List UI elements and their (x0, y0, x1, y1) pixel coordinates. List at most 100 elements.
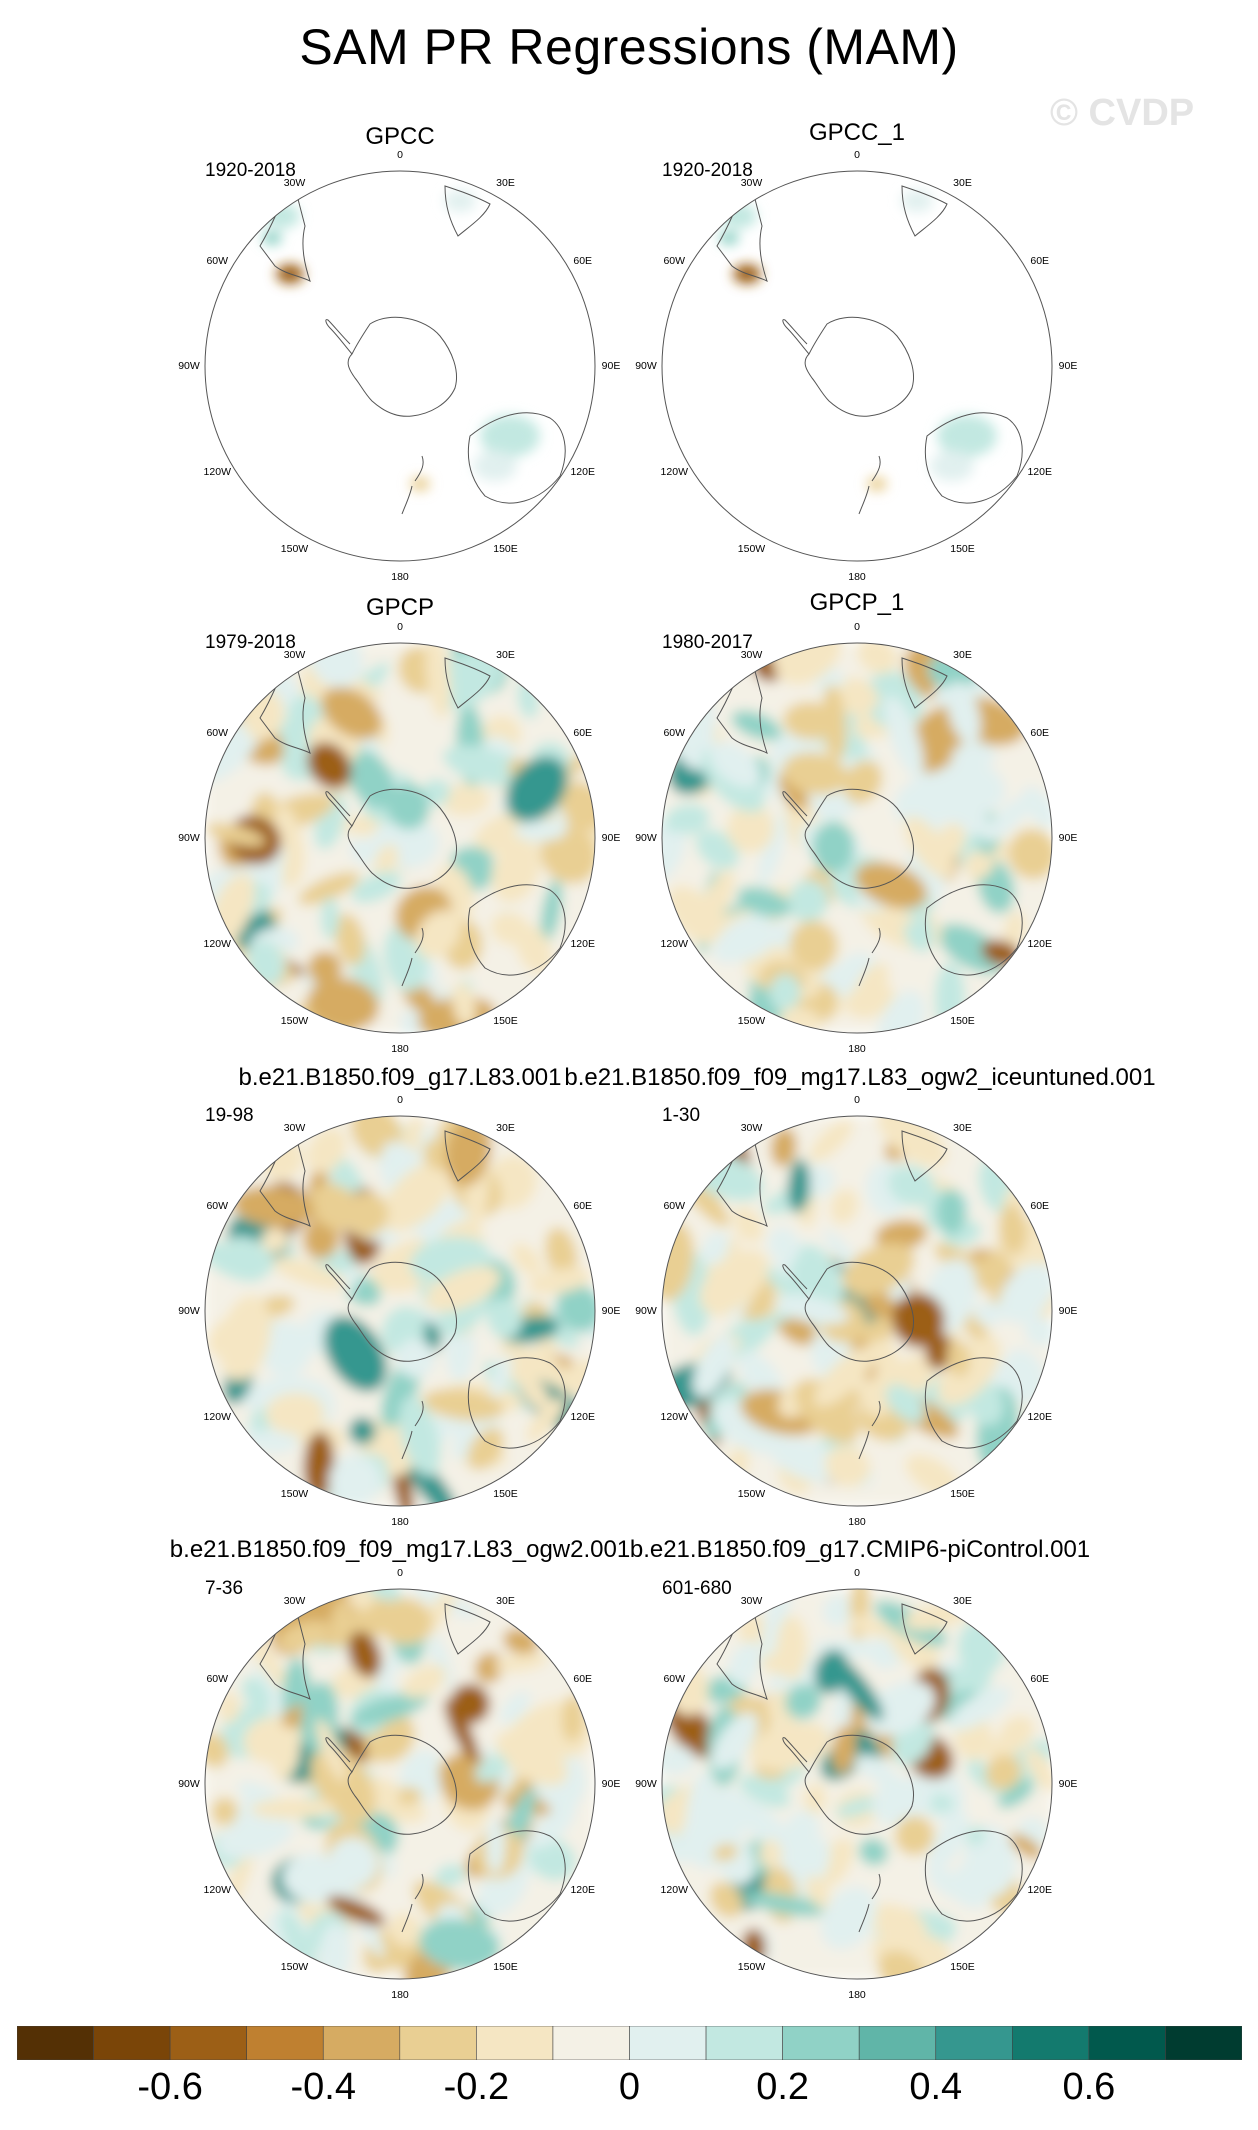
longitude-label: 90W (178, 1305, 200, 1317)
longitude-label: 90E (601, 1305, 621, 1317)
longitude-label: 150E (493, 1014, 518, 1027)
longitude-label: 30W (283, 1595, 306, 1608)
figure-title: SAM PR Regressions (MAM) (299, 19, 959, 75)
longitude-label: 90W (178, 832, 200, 844)
precip-field (662, 1589, 1052, 1979)
longitude-label: 60E (573, 254, 593, 267)
longitude-label: 90W (635, 832, 657, 844)
colorbar-swatch (169, 2025, 247, 2061)
longitude-label: 150E (493, 542, 518, 555)
panel-title: GPCC (365, 123, 435, 150)
longitude-label: 90W (178, 360, 200, 372)
colorbar-swatch (399, 2025, 477, 2061)
longitude-label: 30E (953, 649, 972, 662)
longitude-label: 30E (953, 1595, 972, 1608)
longitude-label: 60E (1030, 1199, 1050, 1212)
colorbar-swatch (858, 2025, 937, 2061)
panel-period: 1-30 (662, 1105, 701, 1126)
longitude-label: 90E (1058, 360, 1078, 372)
longitude-label: 90W (635, 1305, 657, 1317)
longitude-label: 30W (740, 1595, 763, 1608)
colorbar-swatch (782, 2025, 860, 2061)
longitude-label: 0 (397, 1094, 403, 1106)
precip-field (205, 1589, 595, 1979)
colorbar-swatch (16, 2025, 94, 2061)
longitude-label: 120W (203, 937, 231, 950)
colorbar-swatch (93, 2025, 171, 2061)
colorbar-swatch (552, 2025, 630, 2061)
map-border (661, 1115, 1053, 1507)
colorbar-swatch (935, 2025, 1013, 2061)
longitude-label: 30E (496, 177, 515, 190)
panel-period: 1920-2018 (662, 160, 753, 181)
precip-field (205, 1116, 595, 1506)
longitude-label: 180 (848, 571, 866, 583)
longitude-label: 90W (635, 1778, 657, 1790)
panel-title: b.e21.B1850.f09_g17.CMIP6-piControl.001 (629, 1536, 1091, 1563)
panel-title: GPCC_1 (808, 119, 906, 146)
longitude-label: 60W (206, 1199, 229, 1212)
longitude-label: 60W (206, 726, 229, 739)
longitude-label: 150W (280, 1960, 309, 1973)
coastlines (716, 1119, 1023, 1460)
panel-period: 1980-2017 (662, 632, 753, 653)
longitude-label: 30W (283, 649, 306, 662)
longitude-label: 150E (950, 1014, 975, 1027)
longitude-label: 120W (203, 1410, 231, 1423)
longitude-label: 150W (737, 1014, 766, 1027)
longitude-label: 30W (740, 177, 763, 190)
longitude-label: 30W (283, 177, 306, 190)
cvdp-watermark: © CVDP (1050, 92, 1195, 134)
longitude-label: 150W (737, 542, 766, 555)
longitude-label: 150E (950, 1960, 975, 1973)
longitude-label: 120E (570, 937, 595, 950)
longitude-label: 90E (601, 1778, 621, 1790)
longitude-label: 0 (854, 149, 860, 161)
precip-field (205, 643, 595, 1033)
longitude-label: 120W (660, 1410, 688, 1423)
colorbar-swatches (16, 2025, 1243, 2061)
longitude-label: 150E (493, 1960, 518, 1973)
colorbar-swatch (1088, 2025, 1166, 2061)
longitude-label: 30E (496, 649, 515, 662)
panel-period: 1920-2018 (205, 160, 296, 181)
precip-field (662, 171, 1052, 561)
panel-title: b.e21.B1850.f09_f09_mg17.L83_ogw2.001 (169, 1536, 631, 1563)
longitude-label: 120E (1027, 1883, 1052, 1896)
colorbar-tick-label: -0.2 (443, 2066, 510, 2108)
longitude-label: 60E (573, 1199, 593, 1212)
coastlines (259, 646, 566, 987)
colorbar-swatch (322, 2025, 401, 2061)
longitude-label: 0 (397, 1567, 403, 1579)
longitude-label: 0 (854, 1567, 860, 1579)
longitude-label: 180 (391, 571, 409, 583)
panel-title: GPCP_1 (809, 589, 905, 616)
longitude-label: 30W (740, 1122, 763, 1135)
coastlines (259, 1119, 566, 1460)
colorbar-swatch (705, 2025, 783, 2061)
map-border (204, 170, 596, 562)
longitude-label: 150W (280, 1014, 309, 1027)
longitude-label: 150W (737, 1487, 766, 1500)
map-border (661, 642, 1053, 1034)
longitude-label: 90W (178, 1778, 200, 1790)
longitude-label: 150W (737, 1960, 766, 1973)
longitude-label: 180 (391, 1043, 409, 1055)
longitude-label: 60W (663, 1199, 686, 1212)
longitude-label: 60W (663, 1672, 686, 1685)
map-border (661, 1588, 1053, 1980)
precip-field (662, 643, 1052, 1033)
longitude-label: 150W (280, 1487, 309, 1500)
longitude-label: 90E (601, 360, 621, 372)
colorbar-swatch (629, 2025, 707, 2061)
longitude-label: 120E (570, 465, 595, 478)
panel-period: 1979-2018 (205, 632, 296, 653)
longitude-label: 120E (570, 1883, 595, 1896)
longitude-label: 30E (953, 1122, 972, 1135)
